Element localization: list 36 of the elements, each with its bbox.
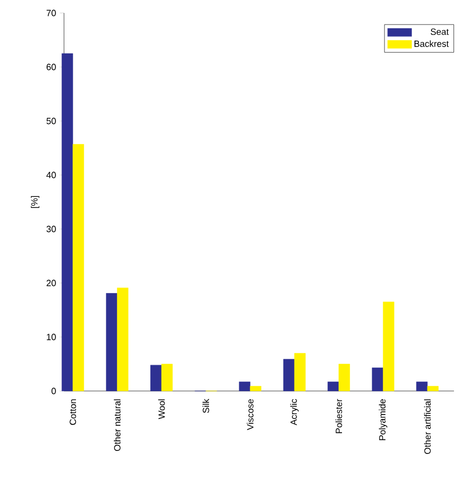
x-tick-label: Wool — [158, 399, 165, 420]
y-tick-label: 30 — [46, 226, 56, 232]
x-tick-label: Poliester — [335, 398, 342, 434]
y-tick-label: 70 — [46, 10, 56, 16]
bar — [106, 293, 118, 392]
bar — [72, 144, 84, 392]
y-axis-title: [%] — [30, 196, 40, 208]
bar — [283, 358, 295, 392]
bar — [338, 364, 350, 392]
bar — [117, 288, 128, 392]
bar — [372, 368, 384, 392]
bar — [62, 53, 74, 392]
y-tick-label: 10 — [46, 334, 56, 340]
x-tick-label: Polyamide — [378, 399, 388, 440]
y-tick-label: 50 — [46, 118, 56, 124]
legend-label: Backrest — [414, 40, 449, 47]
bar — [416, 382, 428, 392]
y-tick-label: 0 — [52, 388, 56, 394]
y-tick-label: 40 — [46, 172, 56, 178]
bar — [427, 386, 439, 392]
bar — [150, 364, 162, 392]
x-tick-label: Viscose — [246, 399, 254, 430]
bar — [238, 382, 250, 392]
x-tick-label: Other artificial — [424, 399, 431, 454]
x-tick-label: Other natural — [114, 399, 120, 451]
legend-label: Seat — [430, 28, 449, 35]
bar — [250, 386, 262, 392]
x-tick-label: Acrylic — [290, 399, 299, 426]
bar — [161, 364, 173, 392]
y-tick-label: 20 — [46, 280, 56, 286]
bar — [294, 353, 306, 392]
x-tick-label: Silk — [202, 398, 210, 413]
bar — [382, 302, 394, 392]
bar — [328, 382, 339, 392]
x-tick-label: Cotton — [70, 399, 76, 425]
y-tick-label: 60 — [46, 64, 56, 70]
